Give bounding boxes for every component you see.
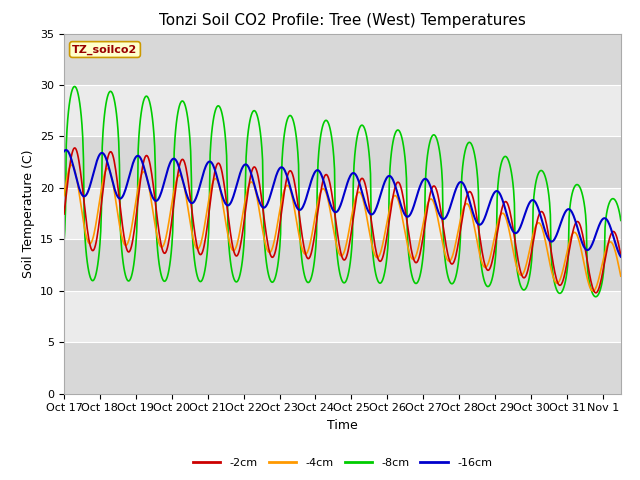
X-axis label: Time: Time — [327, 419, 358, 432]
Legend: -2cm, -4cm, -8cm, -16cm: -2cm, -4cm, -8cm, -16cm — [188, 453, 497, 472]
Bar — [64, 188, 621, 240]
Title: Tonzi Soil CO2 Profile: Tree (West) Temperatures: Tonzi Soil CO2 Profile: Tree (West) Temp… — [159, 13, 526, 28]
Bar — [64, 34, 621, 85]
Y-axis label: Soil Temperature (C): Soil Temperature (C) — [22, 149, 35, 278]
Bar — [64, 291, 621, 342]
Bar — [64, 240, 621, 291]
Bar — [64, 342, 621, 394]
Bar — [64, 85, 621, 136]
Bar — [64, 136, 621, 188]
Text: TZ_soilco2: TZ_soilco2 — [72, 44, 138, 55]
